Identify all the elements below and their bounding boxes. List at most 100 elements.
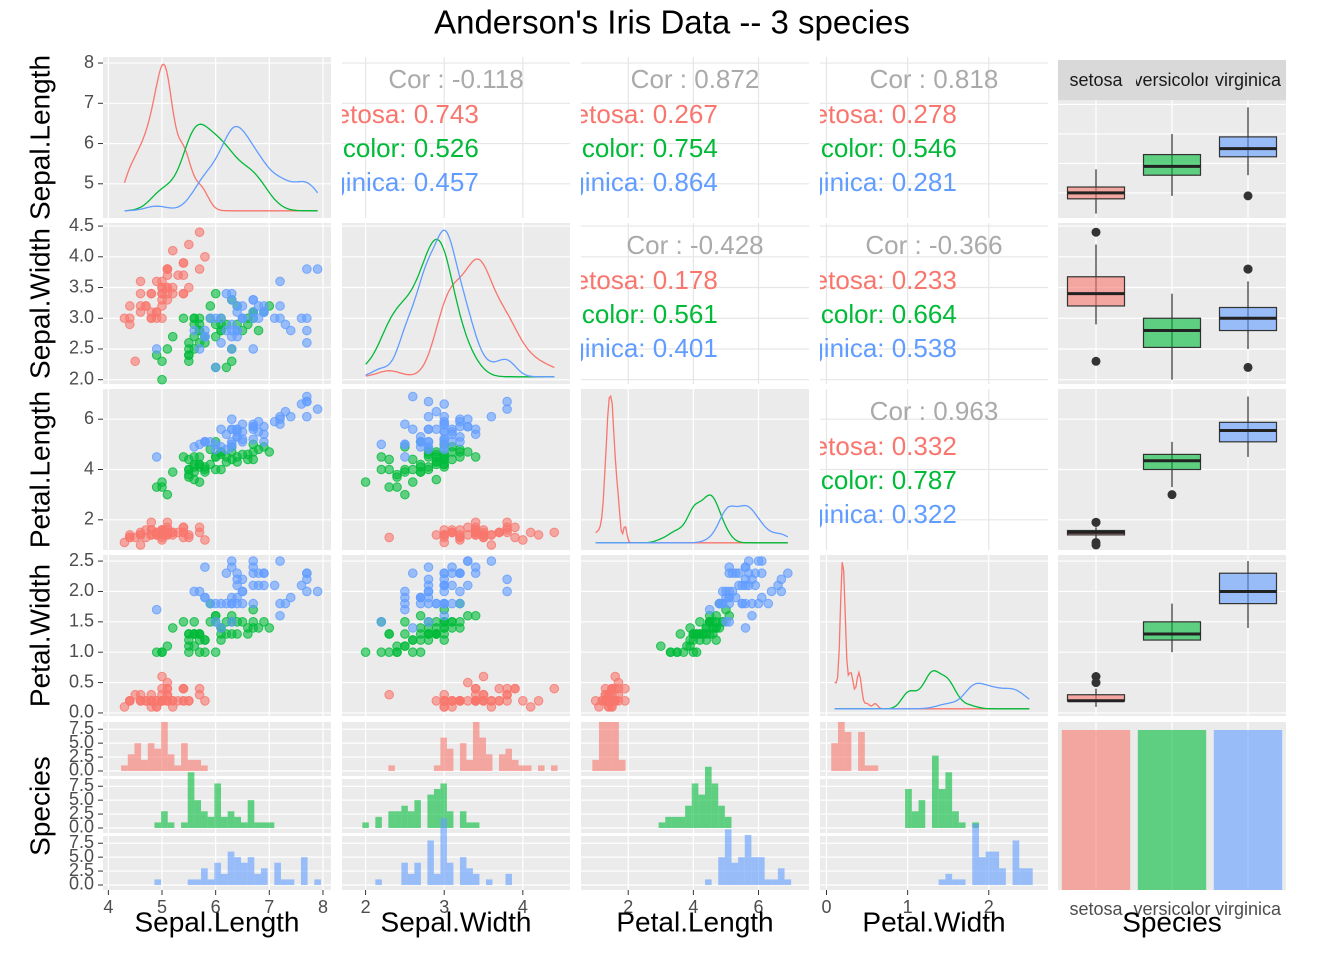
point bbox=[400, 617, 410, 627]
point bbox=[392, 482, 402, 492]
point bbox=[275, 419, 285, 430]
point bbox=[462, 421, 473, 432]
cor-group: virginica: 0.538 bbox=[782, 333, 957, 363]
point bbox=[162, 288, 173, 299]
point bbox=[173, 527, 183, 538]
point bbox=[776, 574, 787, 585]
point bbox=[407, 623, 418, 633]
point bbox=[455, 617, 465, 627]
point bbox=[259, 437, 269, 447]
panel: Cor : -0.428 setosa: 0.178 versicolor: 0.5… bbox=[581, 223, 809, 384]
point bbox=[248, 568, 259, 579]
histogram-bar bbox=[485, 879, 493, 885]
point bbox=[125, 301, 135, 311]
histogram-bar bbox=[498, 754, 506, 771]
point bbox=[151, 604, 162, 615]
point bbox=[525, 702, 536, 712]
point bbox=[423, 629, 434, 639]
point bbox=[455, 598, 465, 609]
point bbox=[226, 356, 237, 367]
cor-total: Cor : 0.963 bbox=[870, 396, 999, 426]
point bbox=[157, 647, 167, 658]
point bbox=[704, 604, 715, 615]
point bbox=[248, 344, 259, 354]
point bbox=[135, 530, 146, 540]
point bbox=[157, 482, 167, 492]
histogram-bar bbox=[718, 805, 725, 828]
point bbox=[221, 362, 232, 373]
histogram-bar bbox=[945, 873, 953, 885]
histogram-bar bbox=[187, 879, 195, 885]
point bbox=[157, 671, 167, 682]
y-tick-label: 0.0 bbox=[69, 760, 94, 780]
point bbox=[157, 374, 167, 385]
point bbox=[740, 623, 751, 633]
point bbox=[312, 586, 323, 597]
x-tick-label: 3 bbox=[439, 897, 449, 917]
cor-total: Cor : 0.872 bbox=[631, 64, 760, 94]
cor-group: versicolor: 0.546 bbox=[766, 133, 957, 163]
point bbox=[125, 313, 135, 324]
point bbox=[455, 586, 465, 597]
point bbox=[462, 580, 473, 591]
cor-group: setosa: 0.743 bbox=[323, 99, 479, 129]
histogram-bar bbox=[605, 722, 613, 771]
density-line bbox=[123, 63, 318, 212]
panel bbox=[1058, 722, 1286, 890]
point bbox=[226, 592, 237, 603]
point bbox=[135, 696, 146, 706]
point bbox=[173, 270, 183, 281]
histogram-bar bbox=[958, 822, 966, 828]
y-tick-label: 1.0 bbox=[69, 641, 94, 661]
point bbox=[455, 416, 465, 427]
point bbox=[259, 307, 269, 317]
strip-label: versicolor bbox=[1133, 70, 1210, 90]
cor-group: versicolor: 0.754 bbox=[527, 133, 718, 163]
point bbox=[302, 338, 312, 348]
point bbox=[502, 683, 512, 694]
point bbox=[423, 424, 434, 435]
x-tick-label: virginica bbox=[1215, 899, 1282, 919]
point bbox=[259, 580, 269, 591]
histogram-bar bbox=[711, 783, 719, 828]
y-tick-label: 0.0 bbox=[69, 702, 94, 722]
point bbox=[470, 568, 481, 579]
histogram-bar bbox=[724, 816, 732, 828]
histogram-bar bbox=[194, 800, 202, 828]
histogram-bar bbox=[691, 783, 699, 828]
x-tick-label: versicolor bbox=[1133, 899, 1210, 919]
x-tick-label: 6 bbox=[754, 897, 764, 917]
point bbox=[603, 696, 614, 706]
histogram-bar bbox=[758, 857, 765, 885]
point bbox=[400, 452, 410, 462]
point bbox=[407, 391, 418, 402]
point bbox=[146, 288, 157, 299]
histogram-bar bbox=[234, 857, 242, 885]
point bbox=[462, 447, 473, 457]
point bbox=[302, 264, 312, 274]
point bbox=[407, 647, 418, 658]
histogram-bar bbox=[201, 868, 208, 885]
point bbox=[216, 635, 226, 645]
y-tick-label: 3.5 bbox=[69, 276, 94, 296]
facet-gap bbox=[581, 833, 809, 836]
histogram-bar bbox=[134, 743, 142, 771]
cor-group: setosa: 0.332 bbox=[801, 431, 957, 461]
histogram-bar bbox=[214, 783, 222, 828]
point bbox=[167, 623, 178, 633]
point bbox=[407, 424, 418, 435]
outlier bbox=[1091, 517, 1101, 527]
facet-gap bbox=[820, 833, 1048, 836]
box bbox=[1218, 572, 1278, 605]
point bbox=[130, 689, 140, 700]
point bbox=[216, 623, 226, 633]
point bbox=[167, 467, 178, 477]
point bbox=[724, 617, 735, 627]
y-tick-label: 2.5 bbox=[69, 338, 94, 358]
outlier bbox=[1243, 264, 1253, 274]
point bbox=[486, 411, 497, 422]
point bbox=[423, 617, 434, 627]
point bbox=[157, 696, 167, 706]
histogram-bar bbox=[1025, 868, 1033, 885]
point bbox=[407, 568, 418, 579]
